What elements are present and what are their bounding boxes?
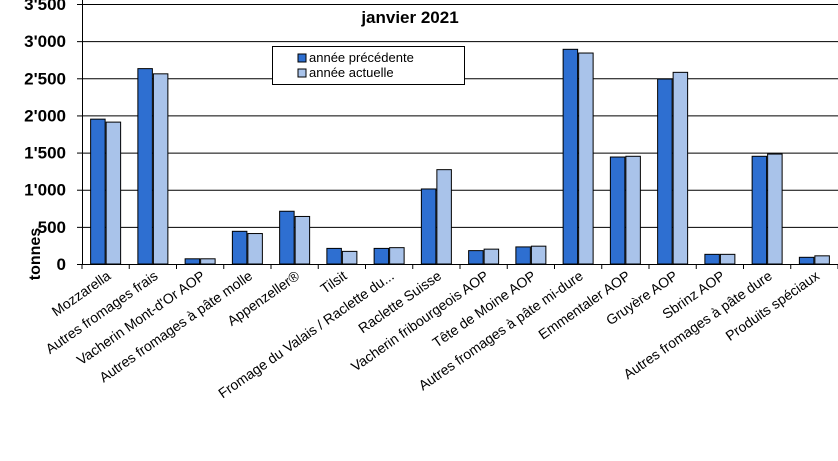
bar-annee-precedente [137, 68, 153, 265]
x-tick-label: Tilsit [317, 267, 349, 296]
legend-label: année actuelle [309, 65, 394, 80]
bar-annee-precedente [373, 247, 390, 265]
bar-annee-actuelle [625, 155, 641, 265]
bar-annee-actuelle [767, 153, 783, 265]
bar-annee-actuelle [814, 255, 830, 265]
legend-box [272, 46, 465, 85]
bar-annee-actuelle [341, 250, 358, 265]
bar-annee-actuelle [152, 73, 169, 265]
bar-annee-precedente [279, 210, 295, 265]
y-axis-label: tonnes [27, 228, 44, 281]
bar-annee-precedente [751, 155, 768, 265]
plot-area-frame [82, 0, 838, 265]
bar-annee-precedente [90, 118, 106, 265]
bar-annee-precedente [657, 78, 673, 265]
bar-annee-actuelle [719, 253, 736, 265]
bar-annee-actuelle [247, 233, 263, 265]
bars [90, 48, 830, 265]
y-tick-label: 3'000 [24, 32, 66, 51]
bar-annee-precedente [515, 246, 531, 265]
bar-annee-actuelle [105, 121, 122, 265]
legend-swatch [297, 68, 307, 78]
bar-annee-actuelle [436, 169, 452, 265]
bar-annee-precedente [562, 48, 579, 265]
y-tick-label: 2'000 [24, 106, 66, 125]
bar-annee-actuelle [294, 215, 311, 265]
y-tick-label: 0 [57, 255, 66, 274]
bar-annee-actuelle [578, 52, 594, 265]
y-tick-labels: 0 500 1'000 1'500 2'000 2'500 3'000 3'500 [24, 0, 82, 274]
bar-annee-precedente [704, 253, 720, 265]
chart-title: janvier 2021 [360, 8, 458, 27]
bar-annee-precedente [231, 230, 248, 265]
bar-annee-actuelle [672, 71, 689, 265]
bar-annee-precedente [798, 256, 815, 265]
bar-annee-precedente [468, 250, 484, 265]
y-tick-label: 1'000 [24, 181, 66, 200]
legend-swatch [297, 53, 307, 63]
bar-annee-actuelle [200, 258, 216, 265]
bar-annee-actuelle [389, 247, 405, 265]
bar-annee-precedente [609, 156, 626, 265]
y-tick-label: 3'500 [24, 0, 66, 14]
y-tick-label: 2'500 [24, 69, 66, 88]
y-tick-label: 500 [38, 218, 66, 237]
bar-annee-precedente [420, 188, 437, 265]
bar-annee-actuelle [530, 245, 547, 265]
gridlines [82, 4, 838, 228]
bar-annee-precedente [326, 247, 342, 265]
y-tick-label: 1'500 [24, 144, 66, 163]
legend-label: année précédente [309, 50, 414, 65]
bar-annee-actuelle [483, 248, 500, 265]
bar-annee-precedente [184, 258, 201, 265]
